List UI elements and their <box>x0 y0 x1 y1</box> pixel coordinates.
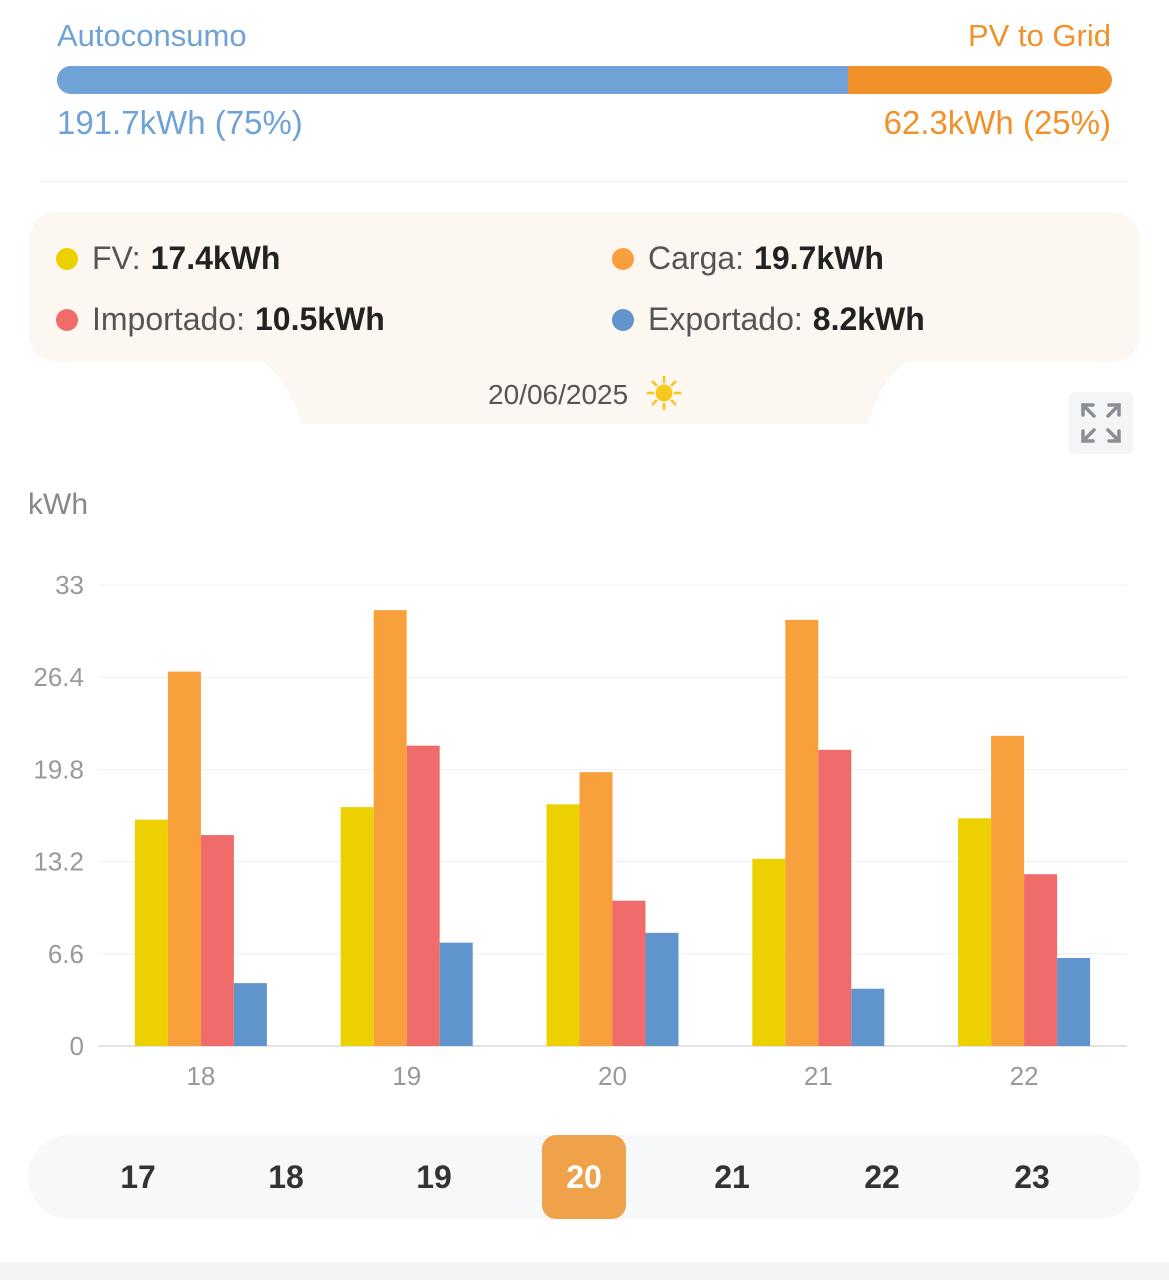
day-18-button[interactable]: 18 <box>268 1159 304 1195</box>
divider <box>40 181 1127 182</box>
summary-exportado: Exportado: 8.2kWh <box>612 301 925 338</box>
bar-fv-18 <box>134 819 168 1046</box>
day-17-button[interactable]: 17 <box>120 1159 156 1195</box>
bar-exportado-22 <box>1057 957 1091 1046</box>
x-tick-label: 21 <box>804 1061 833 1091</box>
day-21-button[interactable]: 21 <box>714 1159 750 1195</box>
importado-dot <box>56 308 78 331</box>
x-tick-label: 22 <box>1010 1061 1039 1091</box>
bar-fv-21 <box>752 858 786 1046</box>
pv-to-grid-value: 62.3kWh (25%) <box>883 104 1111 141</box>
bar-importado-21 <box>818 749 852 1046</box>
summary-carga: Carga: 19.7kWh <box>612 240 884 277</box>
y-tick-label: 6.6 <box>48 939 84 969</box>
y-tick-label: 33 <box>55 570 84 600</box>
exportado-value: 8.2kWh <box>812 301 925 337</box>
x-tick-label: 18 <box>186 1061 215 1091</box>
bar-importado-20 <box>612 900 646 1046</box>
daily-summary-card: FV: 17.4kWh Carga: 19.7kWh Importado: 10… <box>29 212 1140 362</box>
fv-dot <box>56 247 78 270</box>
self-consumption-panel: Autoconsumo PV to Grid 191.7kWh (75%) 62… <box>0 0 1169 182</box>
fv-label: FV: <box>92 240 141 276</box>
y-tick-label: 19.8 <box>33 754 84 784</box>
x-tick-label: 20 <box>598 1061 627 1091</box>
bar-carga-18 <box>167 671 201 1046</box>
y-tick-label: 13.2 <box>33 847 84 877</box>
y-tick-label: 26.4 <box>33 662 84 692</box>
carga-dot <box>612 247 634 270</box>
summary-importado: Importado: 10.5kWh <box>56 301 385 338</box>
bar-fv-20 <box>546 804 580 1046</box>
importado-value: 10.5kWh <box>254 301 385 337</box>
sun-icon <box>646 375 682 418</box>
bar-importado-19 <box>406 745 440 1046</box>
date-display: 20/06/2025 <box>440 375 730 418</box>
day-selector: 17 18 19 20 21 22 23 <box>28 1135 1140 1219</box>
bar-importado-22 <box>1024 874 1058 1046</box>
day-22-button[interactable]: 22 <box>864 1159 900 1195</box>
summary-fv: FV: 17.4kWh <box>56 240 280 277</box>
bar-fv-19 <box>340 807 374 1046</box>
fv-value: 17.4kWh <box>150 240 281 276</box>
y-tick-label: 0 <box>70 1031 84 1061</box>
importado-label: Importado: <box>92 301 245 337</box>
expand-button[interactable] <box>1069 392 1133 454</box>
bar-carga-19 <box>373 610 407 1046</box>
y-axis-unit: kWh <box>28 488 88 521</box>
exportado-dot <box>612 308 634 331</box>
date-text: 20/06/2025 <box>488 378 629 410</box>
bar-exportado-18 <box>233 983 267 1046</box>
energy-bar-chart: 0 6.6 13.2 19.8 26.4 33 18 19 20 21 22 <box>33 570 1127 1091</box>
day-20-button[interactable]: 20 <box>542 1135 626 1219</box>
bar-carga-22 <box>991 735 1025 1046</box>
bar-exportado-21 <box>851 988 885 1046</box>
self-consumption-bar-fill <box>57 66 849 94</box>
footer-strip <box>0 1262 1169 1280</box>
carga-value: 19.7kWh <box>754 240 884 276</box>
bar-carga-20 <box>579 772 613 1046</box>
pv-to-grid-label: PV to Grid <box>968 18 1111 53</box>
exportado-label: Exportado: <box>648 301 803 337</box>
bar-exportado-19 <box>439 942 473 1046</box>
bar-fv-22 <box>958 818 992 1046</box>
day-19-button[interactable]: 19 <box>416 1159 452 1195</box>
self-consumption-bar <box>57 66 1112 94</box>
bar-importado-18 <box>200 835 234 1046</box>
x-tick-label: 19 <box>392 1061 421 1091</box>
day-23-button[interactable]: 23 <box>1014 1159 1050 1195</box>
bar-exportado-20 <box>645 932 679 1046</box>
autoconsumo-value: 191.7kWh (75%) <box>57 104 303 141</box>
expand-icon <box>1081 403 1121 443</box>
carga-label: Carga: <box>648 240 745 276</box>
bar-carga-21 <box>785 619 819 1046</box>
autoconsumo-label: Autoconsumo <box>57 18 247 53</box>
